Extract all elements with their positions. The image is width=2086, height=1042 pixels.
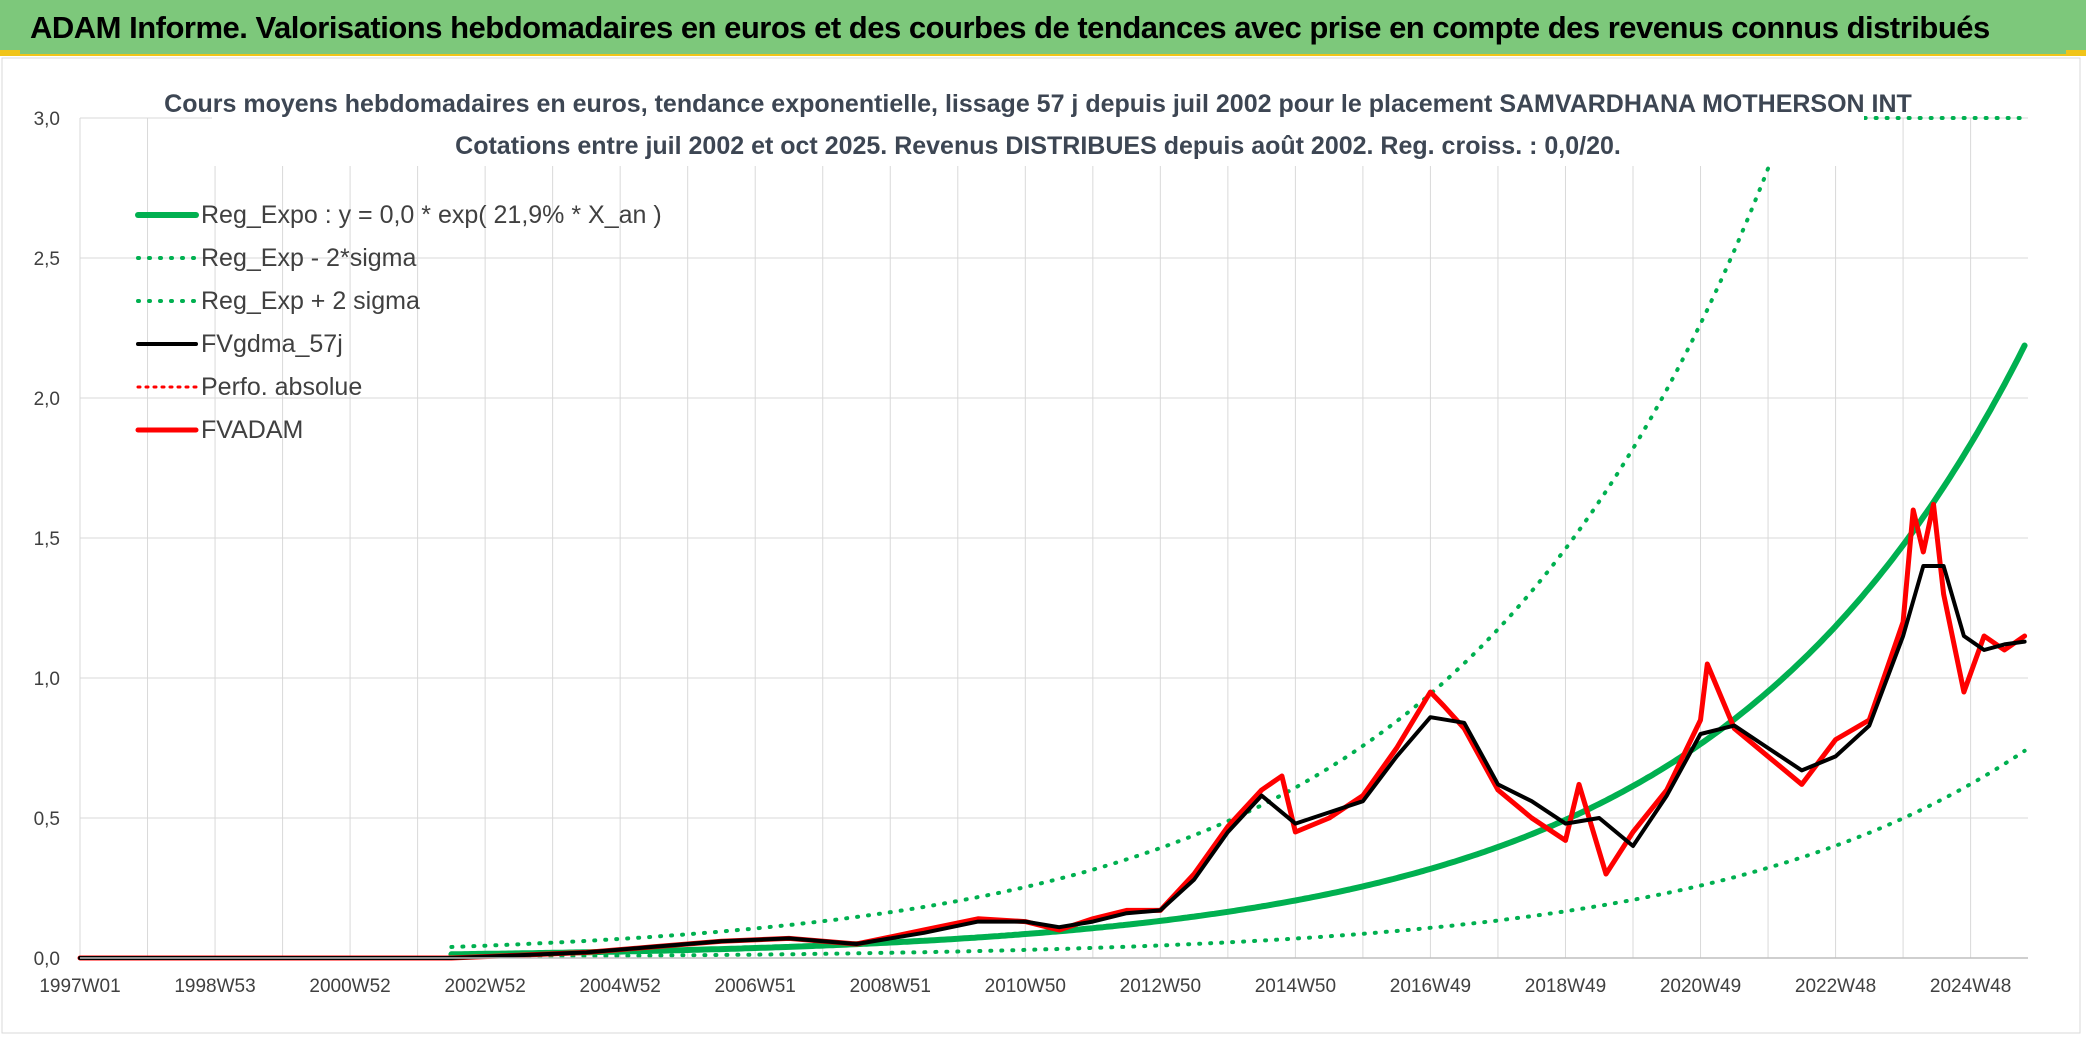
legend: Reg_Expo : y = 0,0 * exp( 21,9% * X_an )…: [135, 201, 662, 444]
y-tick-label: 1,0: [34, 669, 60, 690]
legend-label: FVgdma_57j: [201, 330, 343, 358]
corner-accent-right: [2066, 50, 2086, 56]
x-tick-label: 1997W01: [39, 976, 120, 997]
x-tick-label: 2006W51: [715, 976, 796, 997]
title-layer: Cours moyens hebdomadaires en euros, ten…: [164, 88, 1912, 166]
y-tick-label: 0,0: [34, 949, 60, 970]
chart-frame: [1, 57, 2081, 1034]
axis-layer: 0,0 0,5 1,0 1,5 2,0 2,5 3,0 1997W01 1998W53 2000W…: [34, 109, 2028, 997]
header-bar: ADAM Informe. Valorisations hebdomadaire…: [0, 0, 2086, 56]
series-reg-exp-2-sigma: [449, 748, 2027, 959]
legend-label: FVADAM: [201, 416, 303, 444]
chart-area: 0,0 0,5 1,0 1,5 2,0 2,5 3,0 1997W01 1998W53 2000W…: [0, 56, 2086, 1037]
x-tick-label: 2020W49: [1660, 976, 1741, 997]
y-tick-label: 0,5: [34, 809, 60, 830]
y-tick-label: 2,0: [34, 389, 60, 410]
x-tick-label: 2008W51: [850, 976, 931, 997]
x-tick-label: 2014W50: [1255, 976, 1336, 997]
x-tick-label: 2002W52: [444, 976, 525, 997]
series-fvgdma-57j: [78, 564, 2027, 960]
y-tick-label: 3,0: [34, 109, 60, 130]
x-tick-label: 2016W49: [1390, 976, 1471, 997]
x-tick-label: 2010W50: [985, 976, 1066, 997]
page-title: ADAM Informe. Valorisations hebdomadaire…: [30, 10, 1990, 45]
legend-label: Reg_Exp + 2 sigma: [201, 287, 420, 315]
x-tick-label: 2018W49: [1525, 976, 1606, 997]
corner-accent-left: [0, 50, 20, 56]
chart-title-line2: Cotations entre juil 2002 et oct 2025. R…: [455, 132, 1621, 160]
legend-label: Reg_Exp - 2*sigma: [201, 244, 416, 272]
series-reg-expo: [448, 342, 2028, 958]
chart-title-line1: Cours moyens hebdomadaires en euros, ten…: [164, 90, 1912, 118]
legend-label: Perfo. absolue: [201, 373, 362, 401]
series-layer: [77, 116, 2028, 961]
title-backdrop: [212, 88, 1864, 166]
x-tick-label: 1998W53: [174, 976, 255, 997]
chart-background: [0, 56, 2086, 1037]
y-tick-label: 2,5: [34, 249, 60, 270]
x-tick-label: 2012W50: [1120, 976, 1201, 997]
x-tick-label: 2004W52: [580, 976, 661, 997]
x-tick-label: 2000W52: [309, 976, 390, 997]
line-chart: 0,0 0,5 1,0 1,5 2,0 2,5 3,0 1997W01 1998W53 2000W…: [0, 56, 2086, 1037]
legend-label: Reg_Expo : y = 0,0 * exp( 21,9% * X_an ): [201, 201, 662, 229]
y-tick-label: 1,5: [34, 529, 60, 550]
x-tick-label: 2024W48: [1930, 976, 2011, 997]
series-fvadam: [77, 501, 2028, 961]
x-tick-label: 2022W48: [1795, 976, 1876, 997]
